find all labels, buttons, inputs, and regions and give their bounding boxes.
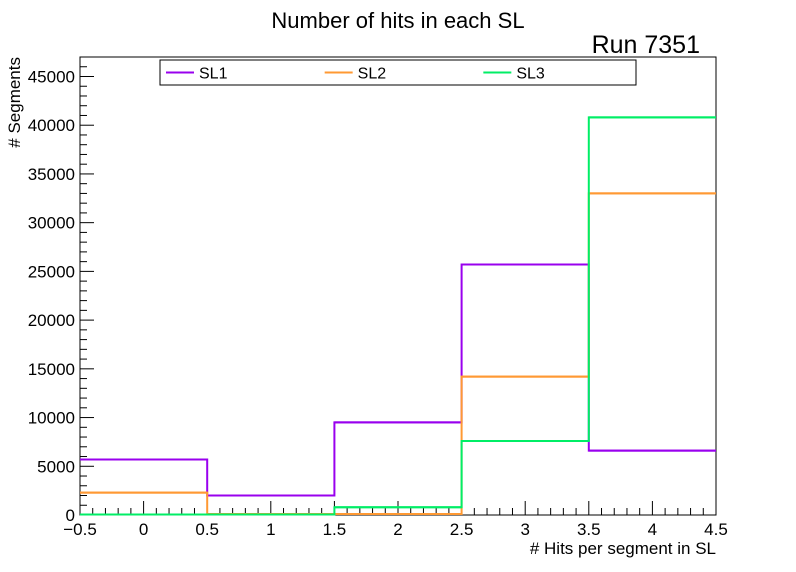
legend-label-sl2: SL2 <box>358 66 387 83</box>
x-tick-label: 4 <box>648 520 657 539</box>
run-annotation: Run 7351 <box>592 31 700 59</box>
series-line-sl2 <box>80 192 716 516</box>
x-tick-label: 1 <box>266 520 275 539</box>
x-tick-label: 3 <box>520 520 529 539</box>
y-tick-label: 5000 <box>37 457 75 476</box>
y-tick-label: 45000 <box>28 67 75 86</box>
series-line-sl1 <box>80 263 716 497</box>
y-tick-label: 25000 <box>28 262 75 281</box>
y-tick-label: 35000 <box>28 165 75 184</box>
x-tick-label: 2 <box>393 520 402 539</box>
plot-frame <box>79 56 717 516</box>
series-sl2 <box>80 192 716 516</box>
y-tick-label: 0 <box>66 506 75 525</box>
legend-label-sl3: SL3 <box>516 66 545 83</box>
chart-title: Number of hits in each SL <box>271 8 524 33</box>
legend-box <box>159 59 637 86</box>
y-tick-label: 20000 <box>28 311 75 330</box>
y-tick-label: 40000 <box>28 116 75 135</box>
x-tick-label: 3.5 <box>577 520 601 539</box>
series-sl3 <box>80 116 716 516</box>
series-line-sl3 <box>80 116 716 516</box>
y-axis-label: # Segments <box>5 57 24 148</box>
y-tick-label: 10000 <box>28 409 75 428</box>
axes-group: 0 5000 10000 15000 20000 25000 30000 35000 40000… <box>28 56 728 539</box>
x-tick-label: 1.5 <box>323 520 347 539</box>
legend: SL1 SL2 SL3 <box>159 59 637 86</box>
y-tick-label: 30000 <box>28 214 75 233</box>
x-axis-label: # Hits per segment in SL <box>530 539 716 558</box>
x-tick-label: 2.5 <box>450 520 474 539</box>
x-tick-label: 4.5 <box>704 520 728 539</box>
series-layer <box>80 116 716 516</box>
x-tick-label: 0 <box>139 520 148 539</box>
y-tick-label: 15000 <box>28 360 75 379</box>
series-sl1 <box>80 263 716 497</box>
x-tick-label: −0.5 <box>63 520 97 539</box>
legend-label-sl1: SL1 <box>199 66 228 83</box>
x-tick-label: 0.5 <box>195 520 219 539</box>
